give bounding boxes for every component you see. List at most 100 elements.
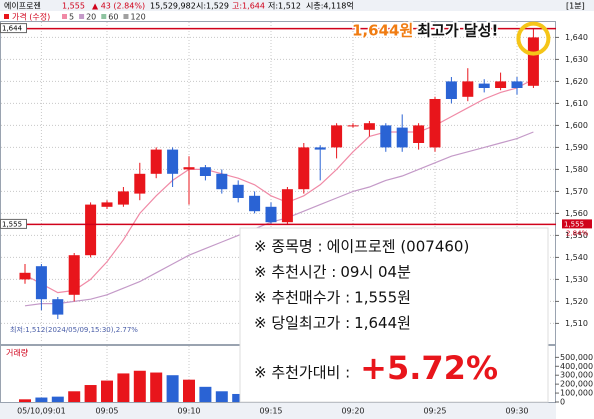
volume-bar xyxy=(84,385,97,402)
result-value: +5.72% xyxy=(360,349,498,387)
volume-tick-label: 500,000 xyxy=(560,353,593,362)
legend-swatch xyxy=(123,14,129,19)
x-tick-label: 09:30 xyxy=(505,407,528,416)
x-axis-strip xyxy=(0,403,556,419)
volume-bar xyxy=(215,391,228,402)
volume-bar xyxy=(19,399,31,402)
volume-tick-label: 400,000 xyxy=(560,362,593,371)
volume-bar xyxy=(166,375,179,402)
x-tick-label: 05/10,09:01 xyxy=(17,407,66,416)
candle-body xyxy=(511,81,523,88)
legend-label: 5 xyxy=(69,13,74,22)
volume-tick-label: 300,000 xyxy=(560,371,593,380)
result-label: ※ 추천가대비 : xyxy=(254,364,350,382)
header-bar xyxy=(0,0,594,11)
candle-body xyxy=(101,202,113,207)
volume-bar xyxy=(232,393,245,402)
candle-body xyxy=(134,173,146,194)
volume-tick-label: 0 xyxy=(560,398,565,407)
overlay: 1,644원 최고가 달성!※ 종목명 : 에이프로젠 (007460)※ 추천시간… xyxy=(239,20,551,403)
header-item: [1분] xyxy=(566,2,585,11)
legend-swatch xyxy=(79,14,85,19)
x-tick-label: 09:05 xyxy=(95,407,118,416)
header-item: 시총:4,118억 xyxy=(306,1,354,11)
candle-body xyxy=(527,37,539,86)
y-tick-label: 1,630 xyxy=(565,55,588,64)
y-tick-label: 1,620 xyxy=(565,77,588,86)
candle-body xyxy=(19,272,31,280)
candle-body xyxy=(396,127,408,148)
callout-text: 최고가 달성! xyxy=(417,22,498,40)
candle-body xyxy=(331,125,343,148)
header-item: 저:1,512 xyxy=(268,2,301,11)
candle-body xyxy=(68,255,80,295)
header-item: 15,529,982 xyxy=(150,2,196,11)
candle-body xyxy=(52,299,64,315)
candle-body xyxy=(495,81,507,88)
current-change: 2.84% xyxy=(566,229,589,237)
candle-body xyxy=(363,123,375,130)
ma-line xyxy=(24,78,534,294)
volume-bar xyxy=(133,370,146,402)
candle-body xyxy=(298,147,310,190)
info-box xyxy=(239,227,549,403)
y-tick-label: 1,560 xyxy=(565,209,588,218)
y-tick-label: 1,510 xyxy=(565,319,588,328)
candle-body xyxy=(232,184,244,198)
y-tick-label: 1,580 xyxy=(565,165,588,174)
y-tick-label: 1,600 xyxy=(565,121,588,130)
reference-label-box xyxy=(0,23,27,34)
candle-body xyxy=(347,125,359,127)
header-item: 에이프로젠 xyxy=(4,1,41,11)
y-tick-label: 1,640 xyxy=(565,33,588,42)
header-item: 고:1,644 xyxy=(232,2,265,11)
info-value: 1,644원 xyxy=(354,314,411,332)
legend-label: 가격 (수정) xyxy=(12,12,50,22)
candle-body xyxy=(85,204,97,256)
y-tick-label: 1,570 xyxy=(565,187,588,196)
reference-label-box xyxy=(0,218,27,229)
volume-bar xyxy=(101,380,113,402)
candle-body xyxy=(150,149,162,174)
volume-bar xyxy=(199,386,212,402)
callout-price: 1,644원 xyxy=(352,22,413,40)
labels: 1,510 1,520 1,530 1,540 1,550 1,560 1,570 1,580… xyxy=(0,23,593,407)
volume-bar xyxy=(35,397,48,402)
candle-body xyxy=(216,173,228,190)
volume-tick-label: 100,000 xyxy=(560,389,593,398)
ma-line xyxy=(24,131,534,307)
header-item: ▲ 43 (2.84%) xyxy=(92,2,145,11)
y-tick-label: 1,610 xyxy=(565,99,588,108)
reference-label: 1,644 xyxy=(2,25,23,33)
volume-bar xyxy=(183,379,195,402)
candle-body xyxy=(462,81,474,97)
legend-label: 60 xyxy=(108,13,118,22)
candle-body xyxy=(314,147,326,150)
info-value: 09시 04분 xyxy=(340,263,411,281)
volume-bar xyxy=(68,391,81,402)
x-tick-label: 09:25 xyxy=(423,407,446,416)
volume-bar xyxy=(51,396,64,402)
x-tick-label: 09:20 xyxy=(341,407,364,416)
legend-swatch xyxy=(101,14,107,19)
candle-body xyxy=(117,191,129,205)
candle-body xyxy=(249,195,261,212)
x-tick-label: 09:10 xyxy=(177,407,200,416)
legend-label: 120 xyxy=(130,13,145,22)
info-value: 에이프로젠 (007460) xyxy=(327,238,470,256)
candle-body xyxy=(380,125,392,148)
y-tick-label: 1,550 xyxy=(565,231,588,240)
legend-swatch xyxy=(62,14,67,19)
volume-bar xyxy=(117,373,130,402)
candle-body xyxy=(281,189,293,223)
info-label: ※ 당일최고가 : xyxy=(254,314,350,332)
info-label: ※ 종목명 : xyxy=(254,238,323,256)
candle-body xyxy=(199,167,211,176)
candle-body xyxy=(35,266,47,300)
candle-body xyxy=(478,83,490,88)
y-tick-label: 1,520 xyxy=(565,297,588,306)
volume-tick-label: 200,000 xyxy=(560,380,593,389)
candle-body xyxy=(183,167,195,170)
current-price-box xyxy=(562,219,592,229)
